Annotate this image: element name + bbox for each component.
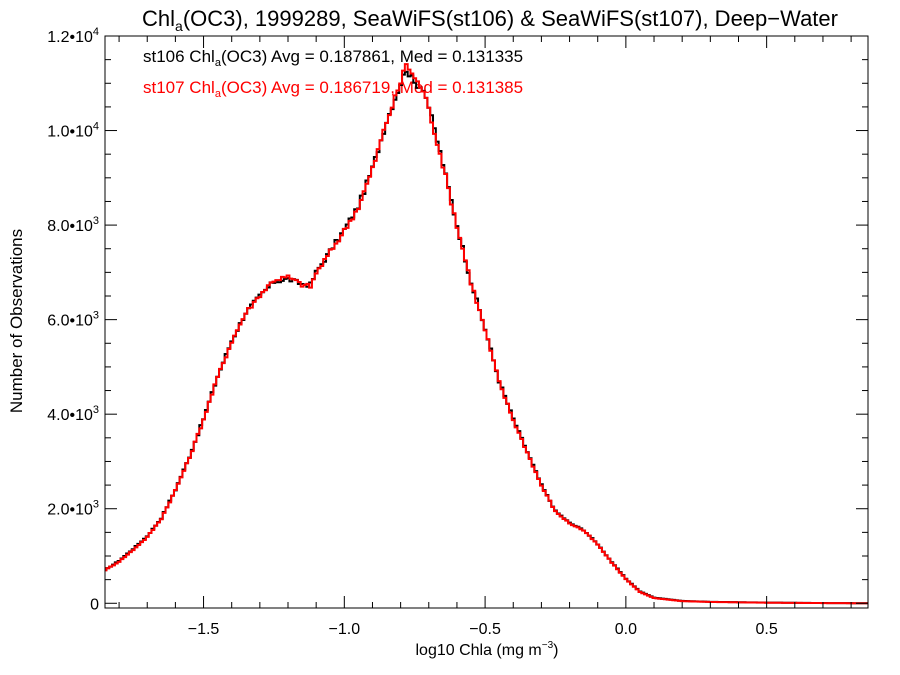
series-line-st107	[105, 63, 868, 605]
x-tick-label: −1.0	[329, 621, 361, 638]
annotation-st106: st106 Chla(OC3) Avg = 0.187861, Med = 0.…	[143, 47, 523, 69]
x-tick-label: −0.5	[469, 621, 501, 638]
y-tick-label: 0	[90, 596, 99, 613]
y-tick-label: 1.2•104	[47, 26, 99, 46]
y-tick-label: 1.0•104	[47, 121, 99, 141]
x-tick-label: 0.5	[756, 621, 778, 638]
x-tick-label: 0.0	[615, 621, 637, 638]
y-tick-label: 8.0•103	[47, 215, 99, 235]
chart-title: Chla(OC3), 1999289, SeaWiFS(st106) & Sea…	[142, 6, 838, 34]
y-axis-label: Number of Observations	[7, 229, 26, 413]
x-axis-label: log10 Chla (mg m−3)	[415, 640, 558, 659]
y-tick-label: 6.0•103	[47, 310, 99, 330]
annotation-st107: st107 Chla(OC3) Avg = 0.186719, Med = 0.…	[143, 78, 523, 100]
x-tick-label: −1.5	[188, 621, 220, 638]
y-tick-label: 4.0•103	[47, 404, 99, 424]
y-tick-label: 2.0•103	[47, 499, 99, 519]
plot-frame	[104, 35, 869, 609]
